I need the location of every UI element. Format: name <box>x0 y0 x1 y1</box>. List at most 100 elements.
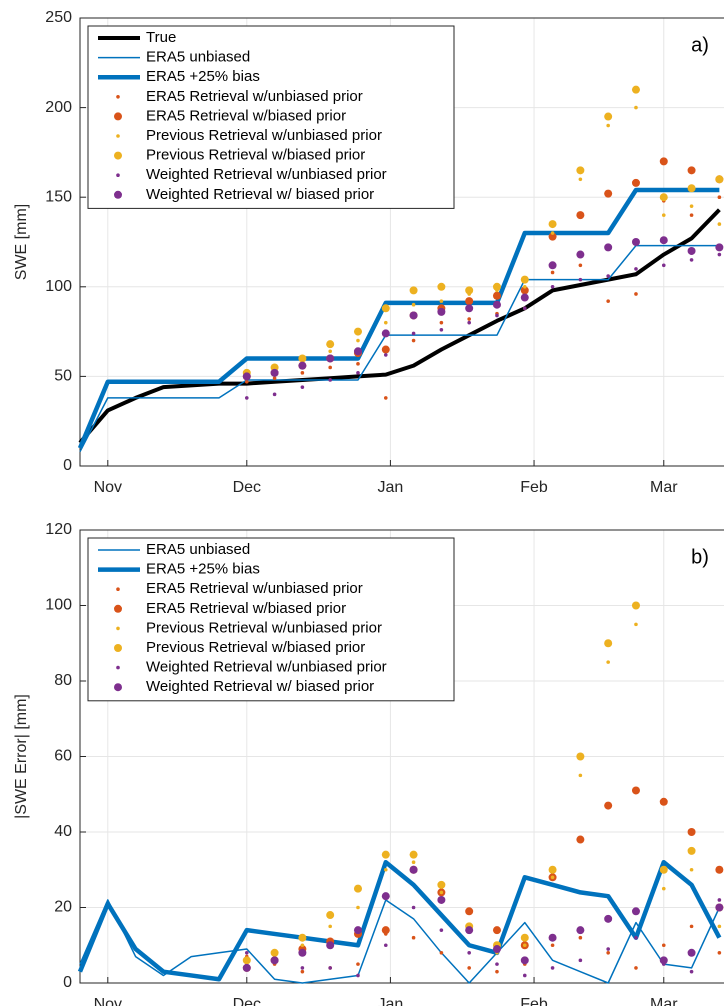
x-tick-label: Nov <box>94 996 122 1006</box>
data-point <box>492 945 501 954</box>
legend-marker <box>114 604 122 613</box>
data-point <box>550 966 555 970</box>
legend-marker <box>114 190 122 199</box>
data-point <box>631 85 640 94</box>
data-point <box>381 329 390 338</box>
data-point <box>604 914 613 923</box>
legend-label: ERA5 unbiased <box>146 49 250 66</box>
data-point <box>578 263 583 268</box>
data-point <box>715 903 724 912</box>
y-tick-label: 0 <box>63 457 72 474</box>
data-point <box>409 286 418 295</box>
series-line <box>78 208 721 445</box>
data-point <box>409 311 418 320</box>
legend-label: Previous Retrieval w/biased prior <box>146 147 365 164</box>
data-point <box>576 250 585 259</box>
data-point <box>270 948 279 957</box>
data-point <box>270 368 279 377</box>
data-point <box>689 867 694 872</box>
data-point <box>520 933 529 942</box>
data-point <box>578 958 583 963</box>
data-point <box>465 926 474 935</box>
y-tick-label: 0 <box>63 974 72 991</box>
data-point <box>298 933 307 942</box>
data-point <box>578 935 583 940</box>
data-point <box>437 895 446 904</box>
data-point <box>409 850 418 859</box>
data-point <box>659 236 668 245</box>
data-point <box>576 752 585 761</box>
data-point <box>353 347 362 356</box>
data-point <box>631 178 640 187</box>
data-point <box>298 354 307 363</box>
legend: True ERA5 unbiased ERA5 +25% bias ERA5 Retr… <box>87 25 455 209</box>
y-tick-label: 40 <box>54 823 72 840</box>
data-point <box>522 943 527 948</box>
data-point <box>467 317 471 321</box>
data-point <box>439 328 444 332</box>
data-point <box>687 246 696 255</box>
data-point <box>492 282 501 291</box>
data-point <box>467 966 471 970</box>
x-tick-label: Dec <box>233 996 261 1006</box>
data-point <box>606 951 610 955</box>
data-point <box>300 966 305 970</box>
y-tick-label: 60 <box>54 748 72 765</box>
data-point <box>244 379 249 384</box>
data-point <box>439 299 444 303</box>
y-tick-label: 120 <box>45 521 72 538</box>
data-point <box>439 890 444 895</box>
data-point <box>244 396 249 400</box>
panel: 0 20 40 60 80 100 120 Nov Dec Jan Feb Mar |SWE Error… <box>13 521 724 1006</box>
data-point <box>717 222 722 226</box>
data-point <box>383 353 388 357</box>
data-point <box>409 865 418 874</box>
data-point <box>661 263 666 268</box>
data-point <box>437 880 446 889</box>
data-point <box>661 886 666 891</box>
x-tick-label: Jan <box>378 996 404 1006</box>
data-point <box>520 956 529 965</box>
data-point <box>604 189 613 198</box>
x-tick-label: Jan <box>378 479 404 496</box>
data-point <box>576 211 585 220</box>
series-line <box>77 187 720 449</box>
data-point <box>381 850 390 859</box>
legend-marker <box>116 587 120 591</box>
data-point <box>411 905 416 910</box>
data-point <box>439 951 444 955</box>
data-point <box>520 286 529 295</box>
data-point <box>298 361 307 370</box>
legend-label: Previous Retrieval w/biased prior <box>146 639 365 656</box>
data-point <box>411 302 416 307</box>
legend-marker <box>116 665 120 670</box>
legend-marker <box>114 151 122 160</box>
data-point <box>578 177 583 182</box>
data-point <box>659 193 668 202</box>
data-point <box>604 112 613 121</box>
data-point <box>548 232 557 241</box>
x-tick-label: Feb <box>520 996 548 1006</box>
data-point <box>550 285 555 289</box>
data-point <box>353 884 362 893</box>
legend-marker <box>116 173 120 177</box>
data-point <box>467 951 471 955</box>
data-point <box>578 773 583 778</box>
data-point <box>659 956 668 965</box>
data-point <box>495 969 499 974</box>
data-point <box>411 331 416 336</box>
data-point <box>328 365 332 370</box>
data-point <box>606 274 610 278</box>
data-point <box>326 941 335 950</box>
data-point <box>272 376 277 380</box>
data-point <box>242 956 251 965</box>
data-point <box>465 286 474 295</box>
data-point <box>715 243 724 252</box>
data-point <box>298 948 307 957</box>
data-point <box>689 213 694 217</box>
data-point <box>634 966 638 970</box>
legend-marker <box>116 95 120 99</box>
data-point <box>356 362 360 366</box>
data-point <box>550 875 555 880</box>
x-tick-label: Nov <box>94 479 122 496</box>
